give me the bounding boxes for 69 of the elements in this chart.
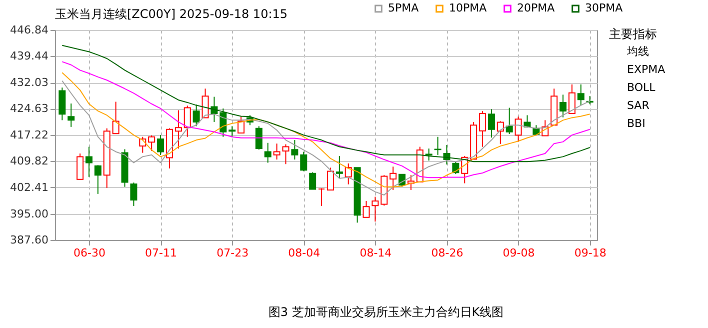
x-tick-label: 07-11 [145,246,178,260]
candlestick [157,134,164,156]
candlestick [326,167,334,191]
x-tick-label: 09-08 [502,246,535,260]
line-series [62,61,590,178]
candlestick [291,140,298,160]
x-tick-label: 07-23 [216,246,249,260]
candlestick [568,84,576,114]
text: 主要指标 [609,27,657,41]
candlestick [300,151,308,172]
candlestick [336,155,343,179]
legend-label: 20PMA [517,2,556,15]
y-tick-label: 439.44 [10,50,48,63]
candlestick [184,105,191,138]
candlestick [220,108,227,138]
candlestick [362,200,370,218]
y-tick-label: 417.22 [10,128,48,142]
x-tick-label: 08-14 [360,246,392,260]
candlestick [577,84,584,106]
x-tick-label: 09-18 [574,246,606,260]
candlestick [112,101,120,134]
candlestick [488,108,495,138]
y-tick-label: 387.60 [10,234,48,246]
candlestick [255,126,262,150]
candlestick [58,87,66,121]
candlestick [560,94,567,118]
caption: 图3 芝加哥商业交易所玉米主力合约日K线图 [268,305,504,319]
y-tick-label: 395.00 [10,207,48,220]
candlestick [514,116,522,142]
candlestick [210,96,218,122]
y-tick-label: 402.41 [10,181,48,194]
candlestick [425,148,432,162]
candlestick [192,104,200,127]
candlestick [282,144,290,165]
candlestick [85,146,92,178]
candlestick [94,164,102,194]
x-tick-label: 06-30 [74,246,106,260]
candlestick [202,88,209,118]
candlestick [506,107,513,135]
y-tick-label: 424.63 [10,102,48,116]
text: SAR [627,99,650,112]
candlestick [264,142,272,164]
candlestick [309,172,316,190]
candlestick [228,126,236,138]
candlestick [372,196,379,222]
candlestick [68,103,75,128]
candlestick [273,143,280,160]
legend-label: 30PMA [585,2,624,15]
text: 均线 [626,45,649,58]
candlestick [76,153,84,180]
x-tick-label: 08-26 [431,246,464,260]
candlestick [318,188,326,206]
candlestick [390,166,397,191]
candlestick [174,110,182,150]
y-tick-label: 432.03 [10,76,48,89]
candlestick [479,110,486,148]
candlestick [130,182,138,206]
legend-label: 5PMA [388,2,420,15]
text: BOLL [627,81,656,94]
candlestick [344,162,352,185]
text: BBI [627,117,646,130]
chart-title: 玉米当月连续[ZC00Y] 2025-09-18 10:15 [55,7,288,21]
candlestick [238,116,245,134]
candlestick [148,134,156,152]
y-tick-label: 409.82 [10,154,48,168]
y-tick-label: 446.84 [10,24,48,36]
legend-label: 10PMA [449,2,488,15]
x-tick-label: 08-04 [288,246,320,260]
text: EXPMA [627,63,666,76]
